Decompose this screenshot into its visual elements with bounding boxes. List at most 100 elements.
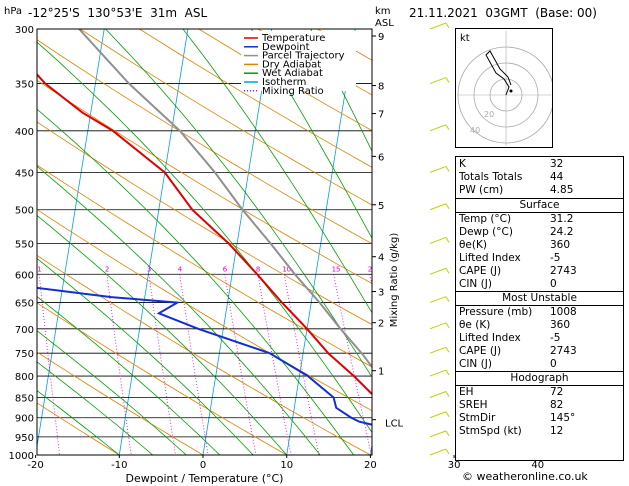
dry-adiabat: [37, 402, 120, 455]
wind-barb-flag: [445, 166, 450, 172]
unstable-row-value: 1008: [550, 306, 577, 318]
mixing-ratio-axis-label: Mixing Ratio (g/kg): [389, 233, 400, 328]
mixing-line: [148, 274, 176, 455]
pw-row: PW (cm) 4.85: [456, 184, 623, 197]
unstable-row: Lifted Index -5: [456, 332, 623, 345]
surface-row: Temp (°C) 31.2: [456, 213, 623, 226]
hodo-trace: [485, 50, 512, 96]
wet-adiabat: [37, 296, 220, 455]
k-label: K: [459, 158, 466, 170]
wind-barb: [429, 22, 447, 30]
lcl-label: LCL: [385, 419, 404, 430]
hodograph-row-label: SREH: [459, 399, 488, 411]
mixing-label: 4: [178, 265, 183, 273]
isotherm-line: [118, 29, 189, 455]
km-tick-label: 3: [378, 288, 384, 299]
hodograph-row: SREH 82: [456, 399, 623, 412]
unstable-row-label: θe (K): [459, 319, 491, 331]
surface-row-label: CIN (J): [459, 278, 492, 290]
pressure-tick-label: 900: [15, 414, 34, 425]
totals-value: 44: [550, 171, 564, 183]
mixing-label: 10: [282, 265, 291, 273]
temp-tick-label: 20: [364, 460, 377, 471]
km-tick-label: 2: [378, 319, 384, 330]
unstable-section: Most Unstable Pressure (mb) 1008 θe (K) 360…: [456, 291, 623, 371]
wet-adiabat: [37, 165, 321, 455]
isotherm-line: [202, 29, 273, 455]
hodograph-section: Hodograph EH 72 SREH 82 StmDir 145° StmSpd (kt…: [456, 371, 623, 438]
wind-barb: [429, 369, 447, 377]
unstable-title: Most Unstable: [456, 292, 623, 306]
mixing-label: 1: [37, 265, 41, 273]
unstable-row-label: Pressure (mb): [459, 306, 533, 318]
pressure-tick-label: 600: [15, 270, 34, 281]
wet-adiabat: [37, 41, 372, 434]
wind-barb-flag: [445, 411, 450, 417]
mixing-label: 20: [368, 265, 377, 273]
surface-row: CIN (J) 0: [456, 278, 623, 291]
hodograph-row-label: StmDir: [459, 412, 496, 424]
unstable-row-label: Lifted Index: [459, 332, 521, 344]
dry-adiabat: [37, 209, 372, 412]
plot-area: 1 2 3 4 6 8 10 15 20 25: [37, 29, 377, 455]
mixing-line: [38, 274, 60, 455]
surface-row-value: 0: [550, 278, 557, 290]
hodograph-row-label: EH: [459, 386, 474, 398]
wet-adiabat: [310, 29, 372, 153]
pressure-tick-label: 850: [15, 393, 34, 404]
wind-barb: [429, 322, 447, 330]
wind-barb: [429, 391, 447, 398]
pressure-unit-label: hPa: [4, 6, 22, 17]
pressure-tick-label: 1000: [9, 451, 34, 462]
wet-adiabat: [37, 361, 154, 455]
legend-entry: Dewpoint: [262, 42, 310, 53]
pressure-tick-label: 800: [15, 372, 34, 383]
mixing-label: 15: [332, 265, 341, 273]
km-unit-label: km: [375, 6, 391, 17]
hodo-ring-label: 20: [484, 110, 494, 119]
isotherm-line: [370, 442, 372, 455]
surface-row-label: Temp (°C): [459, 213, 512, 225]
mixing-line: [179, 274, 209, 455]
hodograph-row-value: 72: [550, 386, 564, 398]
surface-row-label: CAPE (J): [459, 265, 502, 277]
dewpoint-line: [37, 286, 372, 426]
parcel-trajectory-line: [78, 29, 372, 369]
wet-adiabat: [37, 215, 288, 455]
hodograph-row-label: StmSpd (kt): [459, 425, 522, 437]
isotherm-line: [286, 29, 356, 455]
surface-row: Lifted Index -5: [456, 252, 623, 265]
wind-barb-flag: [445, 203, 450, 210]
wind-barb: [429, 203, 447, 211]
temp-tick-label: 0: [200, 460, 206, 471]
hodograph-row: StmDir 145°: [456, 412, 623, 425]
surface-title: Surface: [456, 199, 623, 213]
wind-barb-flag: [445, 124, 450, 131]
wind-barb-flag: [445, 237, 450, 243]
dry-adiabat: [37, 351, 204, 455]
unstable-row-value: 2743: [550, 345, 577, 357]
credit: © weatheronline.co.uk: [462, 470, 588, 483]
legend-entry: Wet Adiabat: [262, 68, 323, 79]
asl-unit-label: ASL: [375, 18, 394, 29]
date-header: 21.11.2021 03GMT (Base: 00): [409, 6, 597, 20]
pressure-tick-label: 750: [15, 349, 34, 360]
dry-adiabat: [37, 254, 371, 455]
mixing-line: [106, 274, 132, 455]
wet-adiabat: [37, 390, 120, 455]
plot-frame: [36, 28, 373, 456]
pressure-tick-label: 700: [15, 325, 34, 336]
wind-barb: [429, 448, 447, 456]
temp-tick-label: -10: [111, 460, 127, 471]
hodo-storm-marker: [509, 89, 513, 93]
temp-tick-label: 10: [280, 460, 293, 471]
pressure-tick-label: 450: [15, 168, 34, 179]
mixing-label: 8: [256, 265, 260, 273]
k-value: 32: [550, 158, 564, 170]
mixing-line: [333, 274, 372, 455]
indices-panel: K 32 Totals Totals 44 PW (cm) 4.85 Surface …: [455, 156, 624, 461]
unstable-row: CAPE (J) 2743: [456, 345, 623, 358]
km-tick-label: 9: [378, 32, 384, 43]
dry-adiabat: [37, 79, 372, 284]
surface-row-value: 360: [550, 239, 571, 251]
